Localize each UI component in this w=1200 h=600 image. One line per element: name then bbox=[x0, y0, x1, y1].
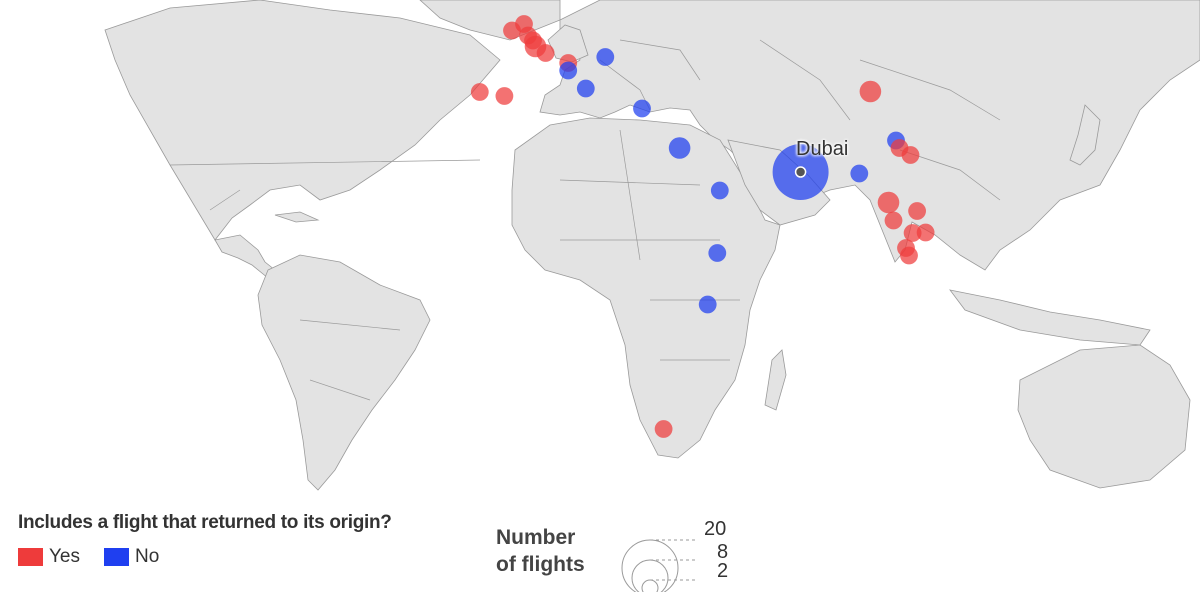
flight-bubble-yes bbox=[470, 83, 489, 101]
landmass-south-america bbox=[257, 254, 431, 491]
size-legend: Number of flights bbox=[496, 524, 606, 578]
size-circle-medium bbox=[631, 559, 669, 592]
flight-bubble-yes bbox=[900, 246, 918, 265]
size-circle-large bbox=[621, 539, 679, 592]
border-line bbox=[559, 179, 701, 186]
flight-bubble-yes bbox=[877, 191, 900, 214]
landmass-madagascar bbox=[764, 349, 787, 411]
landmass-australia bbox=[1017, 344, 1191, 489]
border-line bbox=[859, 59, 1001, 121]
flight-bubble-yes bbox=[495, 87, 514, 105]
flight-bubble-no bbox=[850, 164, 869, 183]
flight-bubble-no bbox=[710, 181, 729, 200]
flight-bubble-yes bbox=[654, 420, 673, 438]
landmass-japan bbox=[1069, 104, 1101, 166]
legend-item-no: No bbox=[104, 546, 159, 568]
landmass-indonesia bbox=[949, 289, 1151, 346]
world-map bbox=[104, 0, 1200, 491]
flight-bubble-no bbox=[559, 61, 578, 80]
flight-bubble-yes bbox=[901, 146, 920, 164]
border-line bbox=[309, 379, 371, 401]
border-line bbox=[299, 319, 401, 331]
legend-swatch-no bbox=[104, 548, 129, 566]
world-map-canvas bbox=[104, 0, 1200, 491]
flight-bubble-no bbox=[596, 48, 615, 66]
legend-title: Includes a flight that returned to its o… bbox=[18, 512, 392, 533]
legend-label-yes: Yes bbox=[49, 546, 80, 567]
hub-label: Dubai bbox=[796, 138, 849, 160]
size-legend-title-line1: Number bbox=[496, 526, 576, 549]
flight-bubble-no bbox=[698, 295, 717, 314]
border-line bbox=[209, 189, 241, 211]
border-line bbox=[169, 159, 481, 166]
size-circle-small bbox=[641, 579, 659, 592]
landmass-central-america bbox=[214, 234, 276, 279]
land-layer bbox=[104, 0, 1200, 491]
landmass-cuba bbox=[274, 211, 320, 223]
color-legend: Includes a flight that returned to its o… bbox=[18, 512, 392, 568]
legend-label-no: No bbox=[135, 546, 160, 567]
flight-bubble-yes bbox=[859, 80, 882, 103]
flight-bubble-yes bbox=[536, 44, 555, 62]
size-tick-8: 8 bbox=[717, 541, 729, 563]
legend-swatch-yes bbox=[18, 548, 43, 566]
border-line bbox=[619, 39, 701, 81]
border-line bbox=[619, 129, 641, 261]
flight-bubble-yes bbox=[916, 223, 935, 242]
landmass-north-america bbox=[104, 0, 501, 241]
size-tick-2: 2 bbox=[717, 560, 729, 582]
size-legend-title-line2: of flights bbox=[496, 553, 585, 576]
hub-marker-dot bbox=[794, 166, 807, 178]
flight-bubble-no bbox=[708, 244, 727, 262]
legend-item-yes: Yes bbox=[18, 546, 80, 568]
border-line bbox=[899, 149, 1001, 201]
size-legend-circles bbox=[621, 539, 698, 592]
flight-bubble-no bbox=[633, 99, 651, 118]
border-line bbox=[759, 39, 851, 121]
flight-bubble-yes bbox=[903, 224, 922, 242]
flight-bubble-no bbox=[668, 137, 691, 159]
flight-bubbles bbox=[470, 15, 935, 438]
flight-bubble-yes bbox=[908, 202, 926, 220]
size-legend-title: Number of flights bbox=[496, 524, 606, 578]
flight-bubble-yes bbox=[884, 211, 903, 230]
flight-bubble-no bbox=[576, 79, 595, 98]
size-tick-20: 20 bbox=[704, 518, 727, 540]
landmass-great-britain bbox=[547, 24, 589, 63]
landmass-africa bbox=[511, 117, 781, 459]
